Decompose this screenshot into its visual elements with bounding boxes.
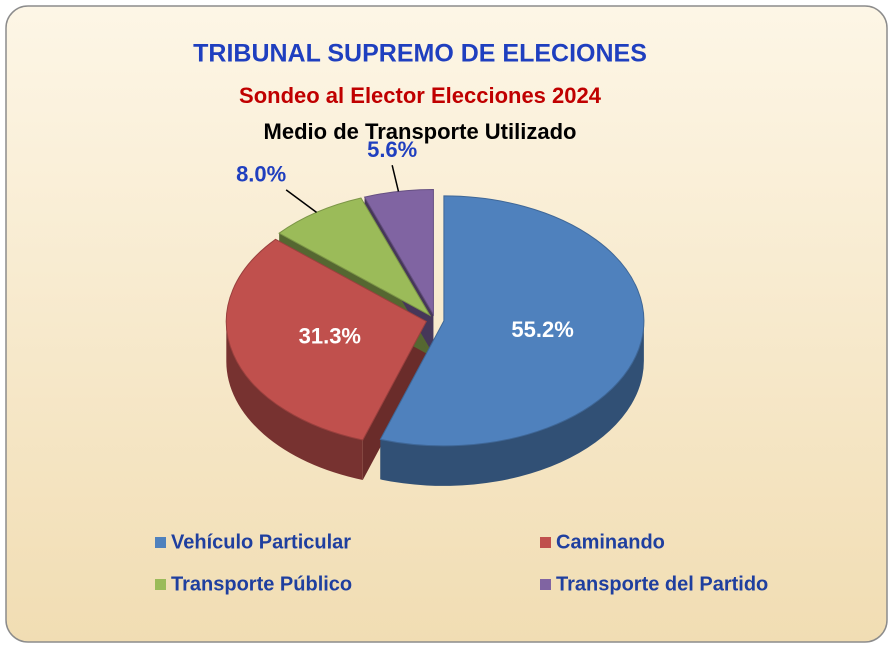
chart-subtitle: Medio de Transporte Utilizado [264,119,577,144]
legend-label: Transporte Público [171,573,352,595]
legend-swatch [540,537,551,548]
slice-side [226,321,363,480]
data-label: 8.0% [236,162,286,187]
pie-slice [379,195,645,447]
chart-title: TRIBUNAL SUPREMO DE ELECIONES [193,40,647,68]
legend-swatch [540,579,551,590]
legend-label: Caminando [556,531,665,553]
leader-line [285,189,317,213]
legend-label: Transporte del Partido [556,573,768,595]
leader-line [391,165,400,192]
slice-face [362,321,427,480]
slice-side [380,320,644,486]
chart-subtitle: Sondeo al Elector Elecciones 2024 [239,83,602,108]
pie-slice [225,238,427,441]
legend-swatch [155,579,166,590]
data-label: 5.6% [367,137,417,162]
legend-swatch [155,537,166,548]
data-label: 31.3% [299,324,361,349]
legend-label: Vehículo Particular [171,531,351,553]
data-label: 55.2% [511,317,573,342]
pie-slice [278,197,432,317]
pie-slice [363,188,434,317]
